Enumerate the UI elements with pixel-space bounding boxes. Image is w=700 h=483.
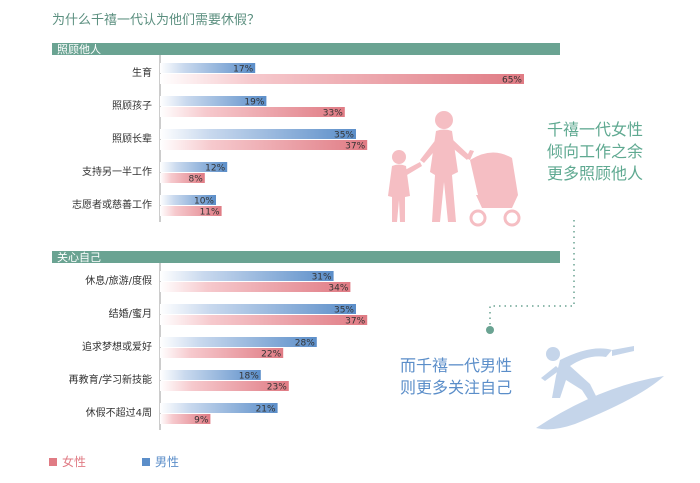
men-callout-line-1: 而千禧一代男性: [400, 356, 512, 375]
category-label: 支持另一半工作: [82, 165, 152, 178]
value-label-female: 9%: [194, 416, 209, 426]
section-title: 关心自己: [57, 250, 101, 264]
category-label: 照顾长辈: [112, 132, 152, 145]
bar-female: [160, 107, 345, 117]
bar-male: [160, 96, 267, 106]
bar-male: [160, 129, 356, 139]
bar-male: [160, 337, 317, 347]
legend-label-female: 女性: [62, 454, 86, 469]
women-callout-line-3: 更多照顾他人: [547, 164, 643, 183]
value-label-female: 11%: [200, 208, 220, 218]
value-label-female: 8%: [189, 175, 204, 185]
legend: 女性 男性: [49, 454, 179, 469]
value-label-female: 23%: [267, 383, 287, 393]
section-header-bar: [52, 43, 560, 55]
bar-male: [160, 63, 256, 73]
category-label: 生育: [132, 66, 152, 79]
value-label-female: 33%: [323, 109, 343, 119]
value-label-male: 35%: [334, 131, 354, 141]
category-label: 追求梦想或爱好: [82, 340, 152, 353]
category-label: 照顾孩子: [112, 99, 152, 112]
value-label-female: 34%: [328, 284, 348, 294]
bar-male: [160, 195, 216, 205]
section-header-bar: [52, 251, 560, 263]
bar-male: [160, 162, 228, 172]
bar-female: [160, 140, 368, 150]
bar-male: [160, 403, 278, 413]
legend-swatch-male: [142, 458, 150, 466]
bar-female: [160, 282, 351, 292]
bar-female: [160, 173, 205, 183]
men-callout: 而千禧一代男性 则更多关注自己: [400, 356, 512, 397]
women-callout-line-1: 千禧一代女性: [547, 120, 643, 139]
men-callout-line-2: 则更多关注自己: [400, 378, 512, 397]
legend-label-male: 男性: [155, 455, 179, 469]
connector-dot: [486, 326, 494, 334]
bar-female: [160, 206, 222, 216]
section-title: 照顾他人: [57, 43, 101, 56]
value-label-female: 37%: [345, 142, 365, 152]
bar-female: [160, 348, 284, 358]
women-callout: 千禧一代女性 倾向工作之余 更多照顾他人: [547, 120, 643, 183]
bar-female: [160, 381, 289, 391]
value-label-female: 22%: [261, 350, 281, 360]
bar-male: [160, 271, 334, 281]
family-illustration: [388, 111, 521, 227]
women-callout-line-2: 倾向工作之余: [547, 142, 643, 161]
value-label-female: 37%: [345, 317, 365, 327]
value-label-male: 28%: [295, 339, 315, 349]
value-label-female: 65%: [502, 76, 522, 86]
value-label-male: 21%: [256, 405, 276, 415]
callout-connector: [489, 220, 575, 328]
bar-female: [160, 315, 368, 325]
category-label: 志愿者或慈善工作: [72, 198, 152, 211]
value-label-male: 17%: [233, 65, 253, 75]
value-label-male: 18%: [239, 372, 259, 382]
legend-swatch-female: [49, 458, 57, 466]
surfer-illustration: [536, 346, 664, 430]
value-label-male: 12%: [205, 164, 225, 174]
category-label: 休息/旅游/度假: [85, 274, 152, 287]
value-label-male: 19%: [244, 98, 264, 108]
category-label: 结婚/蜜月: [109, 307, 152, 320]
category-label: 再教育/学习新技能: [69, 373, 152, 386]
value-label-male: 31%: [312, 273, 332, 283]
chart-title: 为什么千禧一代认为他们需要休假？: [52, 13, 260, 28]
category-label: 休假不超过4周: [86, 406, 152, 419]
bar-female: [160, 74, 524, 84]
bar-male: [160, 370, 261, 380]
bar-male: [160, 304, 356, 314]
value-label-male: 35%: [334, 306, 354, 316]
value-label-male: 10%: [194, 197, 214, 207]
bar-female: [160, 414, 211, 424]
